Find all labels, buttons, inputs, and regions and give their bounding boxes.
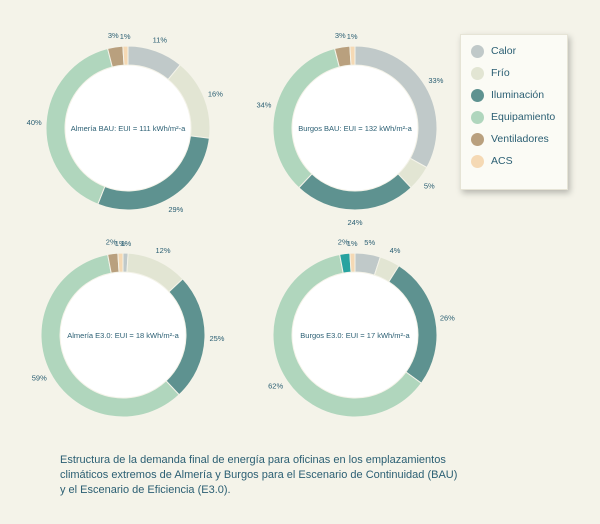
caption-line: climáticos extremos de Almería y Burgos … bbox=[60, 469, 458, 481]
legend-label: Calor bbox=[491, 45, 517, 57]
legend-item-acs: ACS bbox=[471, 153, 513, 169]
data-label: 25% bbox=[209, 334, 224, 343]
legend-label: Frío bbox=[491, 67, 510, 79]
donut-center-label: Burgos BAU: EUI = 132 kWh/m²-a bbox=[298, 124, 412, 133]
data-label: 1% bbox=[347, 239, 358, 248]
data-label: 5% bbox=[424, 182, 435, 191]
data-label: 1% bbox=[120, 239, 131, 248]
legend-label: Ventiladores bbox=[491, 133, 549, 145]
legend-swatch bbox=[471, 110, 484, 124]
data-label: 29% bbox=[168, 205, 183, 214]
donut-chart: 11% 16% 29% 40% 3% 1% Almería BAU: EUI = 111 k… bbox=[27, 31, 224, 214]
data-label: 12% bbox=[156, 246, 171, 255]
data-label: 33% bbox=[428, 76, 443, 85]
data-label: 2% bbox=[106, 238, 117, 247]
data-label: 11% bbox=[153, 36, 168, 45]
donut-charts: 11%16%29%40%3% 1%Almería BAU: EUI = 111 k… bbox=[27, 31, 455, 418]
legend-label: Equipamiento bbox=[491, 111, 556, 123]
donut-segment-acs bbox=[349, 252, 356, 273]
caption-line: y el Escenario de Eficiencia (E3.0). bbox=[60, 484, 231, 496]
data-label: 24% bbox=[347, 218, 362, 227]
data-label: 3% bbox=[108, 31, 119, 40]
donut-center-label: Almería E3.0: EUI = 18 kWh/m²-a bbox=[67, 331, 179, 340]
legend-swatch bbox=[471, 44, 484, 58]
data-label: 1% bbox=[115, 239, 126, 248]
donut-chart: 5% 4% 26% 62% 2%1% Burgos E3.0: EUI = 17 kWh/… bbox=[268, 238, 455, 418]
caption-line: Estructura de la demanda final de energí… bbox=[60, 454, 446, 466]
donut-center-label: Almería BAU: EUI = 111 kWh/m²-a bbox=[71, 124, 186, 133]
data-label: 3% bbox=[335, 31, 346, 40]
donut-chart: 33% 5% 24% 34% 3% 1% Burgos BAU: EUI = 132 kWh… bbox=[256, 31, 443, 227]
legend-swatch bbox=[471, 88, 484, 102]
donut-segment-acs bbox=[122, 45, 129, 66]
donut-center bbox=[60, 272, 186, 398]
data-label: 26% bbox=[440, 313, 455, 322]
legend-label: Iluminación bbox=[491, 89, 545, 101]
donut-segment-equipamiento bbox=[272, 253, 423, 418]
data-label: 2% bbox=[338, 238, 349, 247]
data-label: 16% bbox=[208, 89, 223, 98]
legend-label: ACS bbox=[491, 155, 513, 167]
data-label: 1% bbox=[347, 32, 358, 41]
legend-item-frio: Frío bbox=[471, 65, 510, 81]
data-label: 40% bbox=[27, 118, 42, 127]
donut-segment-acs bbox=[349, 45, 356, 66]
donut-chart: 1% 12% 25% 59% 2%1% Almería E3.0: EUI = 18 kW… bbox=[32, 238, 225, 418]
legend-item-equipamiento: Equipamiento bbox=[471, 109, 555, 125]
legend-swatch bbox=[471, 154, 484, 168]
data-label: 59% bbox=[32, 374, 47, 383]
data-label: 4% bbox=[390, 246, 401, 255]
legend-swatch bbox=[471, 66, 484, 80]
figure-caption: Estructura de la demanda final de energí… bbox=[60, 453, 550, 498]
donut-center bbox=[292, 272, 418, 398]
legend-item-iluminacion: Iluminación bbox=[471, 87, 544, 103]
legend: Calor Frío Iluminación Equipamiento Vent… bbox=[460, 34, 568, 190]
donut-center-label: Burgos E3.0: EUI = 17 kWh/m²-a bbox=[300, 331, 410, 340]
data-label: 5% bbox=[364, 238, 375, 247]
donut-center bbox=[292, 65, 418, 191]
donut-segment-equipamiento bbox=[40, 253, 180, 418]
donut-segment-acs bbox=[117, 252, 124, 273]
data-label: 1% bbox=[120, 32, 131, 41]
legend-swatch bbox=[471, 132, 484, 146]
legend-item-ventiladores: Ventiladores bbox=[471, 131, 549, 147]
donut-center bbox=[65, 65, 191, 191]
legend-item-calor: Calor bbox=[471, 43, 516, 59]
data-label: 34% bbox=[256, 101, 271, 110]
data-label: 62% bbox=[268, 381, 283, 390]
